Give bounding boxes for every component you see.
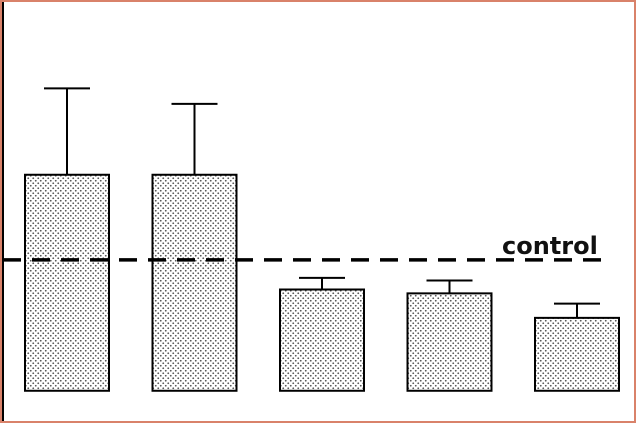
error-bar-2 xyxy=(171,102,218,175)
bars-group xyxy=(24,87,620,392)
bar-2 xyxy=(151,173,238,392)
bar-5 xyxy=(534,316,620,392)
bar-4 xyxy=(406,292,493,392)
error-bar-4 xyxy=(426,279,473,294)
control-label: control xyxy=(502,232,598,260)
bar-3 xyxy=(279,288,365,392)
error-bar-1 xyxy=(44,87,90,175)
error-bar-3 xyxy=(299,276,345,290)
error-bar-5 xyxy=(554,302,600,318)
bar-1 xyxy=(24,173,110,392)
